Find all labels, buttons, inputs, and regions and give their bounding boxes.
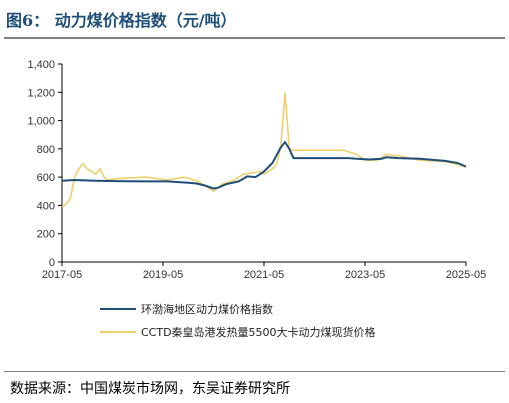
title-divider: [4, 37, 505, 39]
y-tick-label: 600: [37, 172, 55, 184]
legend-label-2: CCTD秦皇岛港发热量5500大卡动力煤现货价格: [141, 325, 376, 339]
source-divider: [4, 371, 505, 372]
figure-title: 图6： 动力煤价格指数（元/吨）: [6, 11, 237, 30]
legend-label-1: 环渤海地区动力煤价格指数: [141, 302, 273, 316]
x-tick-label: 2019-05: [143, 269, 183, 281]
y-tick-label: 1,400: [27, 59, 55, 71]
y-tick-label: 1,200: [27, 87, 55, 99]
y-tick-label: 200: [37, 229, 55, 241]
series-line-1: [61, 141, 467, 190]
x-tick-label: 2021-05: [244, 269, 284, 281]
x-tick-label: 2023-05: [345, 269, 385, 281]
y-tick-label: 800: [37, 144, 55, 156]
y-tick-label: 0: [49, 257, 55, 269]
x-tick-label: 2025-05: [446, 269, 486, 281]
series-line-2: [61, 92, 467, 208]
source-note: 数据来源：中国煤炭市场网，东吴证券研究所: [10, 381, 290, 397]
x-tick-label: 2017-05: [42, 269, 82, 281]
y-tick-label: 1,000: [27, 116, 55, 128]
y-tick-label: 400: [37, 200, 55, 212]
